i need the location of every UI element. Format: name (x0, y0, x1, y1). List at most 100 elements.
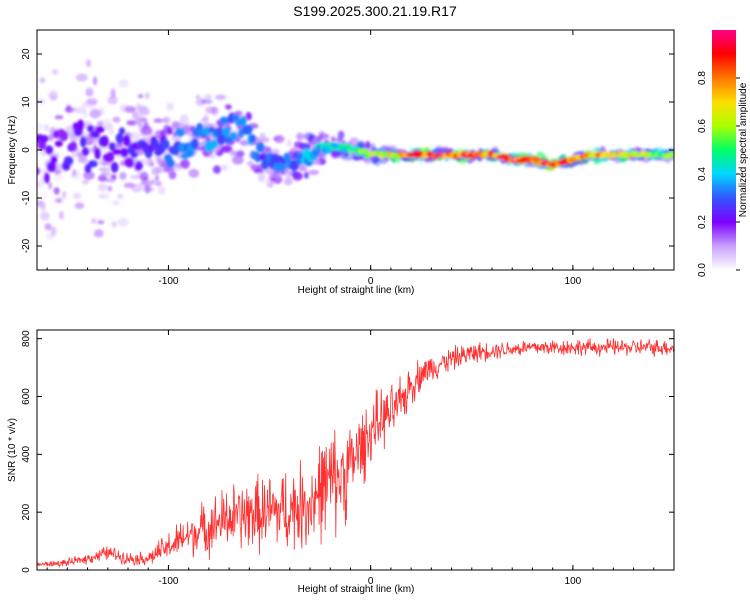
snr-y-axis-label: SNR (10 * v/v) (7, 418, 18, 482)
heatmap-cell-992 (255, 141, 265, 153)
heatmap-cell-49 (304, 171, 309, 179)
heatmap-cell-911 (59, 130, 69, 142)
heatmap-cell-435 (370, 143, 376, 150)
heatmap-cell-21 (170, 135, 182, 142)
heatmap-cell-749 (55, 198, 63, 203)
heatmap-cell-592 (102, 161, 112, 166)
heatmap-cell-565 (119, 172, 127, 180)
x-tick-label: 0 (368, 276, 374, 287)
heatmap-cell-338 (179, 114, 189, 124)
chart-title: S199.2025.300.21.19.R17 (293, 3, 457, 19)
heatmap-cell-832 (257, 172, 266, 182)
heatmap-cell-920 (81, 147, 90, 156)
heatmap-cell-478 (112, 200, 120, 206)
heatmap-cell-514 (97, 183, 108, 192)
heatmap-cell-595 (232, 155, 244, 165)
heatmap-cell-307 (48, 90, 59, 101)
heatmap-cell-656 (337, 130, 345, 140)
heatmap-cell-740 (188, 168, 200, 178)
colorbar-tick-label: 0.0 (697, 263, 708, 277)
heatmap-cell-973 (210, 139, 218, 150)
spectrogram-y-axis-label: Frequency (Hz) (7, 116, 18, 185)
heatmap-cell-122 (39, 77, 46, 84)
heatmap-cell-649 (318, 133, 330, 140)
heatmap-cell-748 (102, 118, 111, 128)
heatmap-cell-73 (349, 137, 359, 145)
heatmap-cell-745 (83, 171, 95, 180)
heatmap-cell-615 (146, 180, 154, 187)
spectrogram-x-axis: -100 0 100 (46, 30, 675, 287)
heatmap-cell-773 (51, 68, 59, 75)
heatmap-cell-493 (111, 221, 117, 228)
heatmap-cell-940 (130, 151, 138, 159)
heatmap-cell-888 (98, 194, 107, 199)
heatmap-cell-828 (40, 202, 46, 212)
heatmap-cell-811 (59, 211, 64, 220)
heatmap-cell-546 (151, 167, 156, 176)
heatmap-cell-318 (97, 174, 108, 182)
heatmap-cell-709 (41, 192, 49, 199)
heatmap-cell-953 (161, 139, 170, 150)
heatmap-cell-601 (237, 149, 244, 157)
heatmap-cell-935 (118, 127, 126, 135)
heatmap-cell-814 (229, 150, 237, 157)
heatmap-cell-934 (115, 133, 124, 144)
heatmap-cell-905 (45, 145, 54, 155)
heatmap-cell-776 (124, 105, 136, 113)
snr-x-axis-label: Height of straight line (km) (298, 584, 415, 595)
heatmap-cell-850 (142, 187, 155, 192)
heatmap-cell-937 (123, 134, 131, 147)
heatmap-cell-470 (286, 139, 292, 148)
heatmap-cell-787 (44, 124, 49, 132)
y-tick-label: 600 (21, 388, 32, 405)
heatmap-cell-831 (212, 165, 222, 174)
heatmap-cell-690 (74, 193, 81, 199)
heatmap-cell-646 (163, 166, 175, 171)
heatmap-cell-909 (54, 140, 63, 147)
heatmap-cell-508 (126, 120, 137, 126)
heatmap-cell-631 (111, 174, 117, 180)
heatmap-cell-925 (94, 147, 102, 160)
snr-frame (36, 329, 675, 571)
heatmap-cell-204 (70, 170, 81, 180)
heatmap-cell-928 (101, 135, 109, 148)
y-tick-label: 400 (21, 446, 32, 463)
colorbar-tick-label: 0.6 (697, 119, 708, 133)
heatmap-cell-724 (171, 121, 180, 131)
heatmap-cell-839 (137, 93, 144, 99)
heatmap-cell-932 (110, 161, 119, 173)
heatmap-cell-1001 (278, 161, 287, 172)
heatmap-cell-269 (37, 122, 44, 131)
heatmap-cell-919 (79, 136, 87, 148)
heatmap-cell-388 (91, 217, 97, 224)
heatmap-cell-769 (296, 132, 304, 141)
heatmap-cell-903 (39, 135, 49, 143)
heatmap-cell-981 (230, 131, 237, 141)
heatmap-cell-30 (214, 94, 227, 100)
heatmap-cell-972 (208, 126, 215, 133)
heatmap-cell-457 (365, 140, 371, 151)
heatmap-cell-2 (166, 102, 174, 111)
heatmap-cell-989 (249, 134, 257, 143)
heatmap-cell-893 (44, 223, 52, 231)
heatmap-cell-923 (87, 160, 98, 168)
heatmap-cell-877 (330, 136, 336, 144)
heatmap-cell-46 (98, 167, 110, 172)
heatmap-cell-741 (108, 130, 115, 135)
heatmap-cell-889 (85, 87, 94, 97)
heatmap-cell-938 (124, 157, 135, 168)
heatmap-cell-532 (154, 181, 162, 187)
heatmap-cell-581 (204, 112, 209, 123)
heatmap-cell-714 (137, 118, 143, 128)
heatmap-cell-20 (93, 229, 104, 238)
heatmap-cell-681 (86, 98, 98, 106)
heatmap-cell-873 (298, 167, 308, 172)
heatmap-cell-189 (308, 169, 320, 175)
heatmap-cell-744 (93, 76, 98, 86)
heatmap-cell-192 (117, 218, 129, 227)
heatmap-cell-485 (97, 220, 105, 225)
heatmap-cell-463 (259, 132, 266, 138)
x-tick-label: 100 (565, 576, 582, 587)
heatmap-cell-161 (220, 145, 233, 153)
heatmap-cell-422 (156, 157, 163, 165)
